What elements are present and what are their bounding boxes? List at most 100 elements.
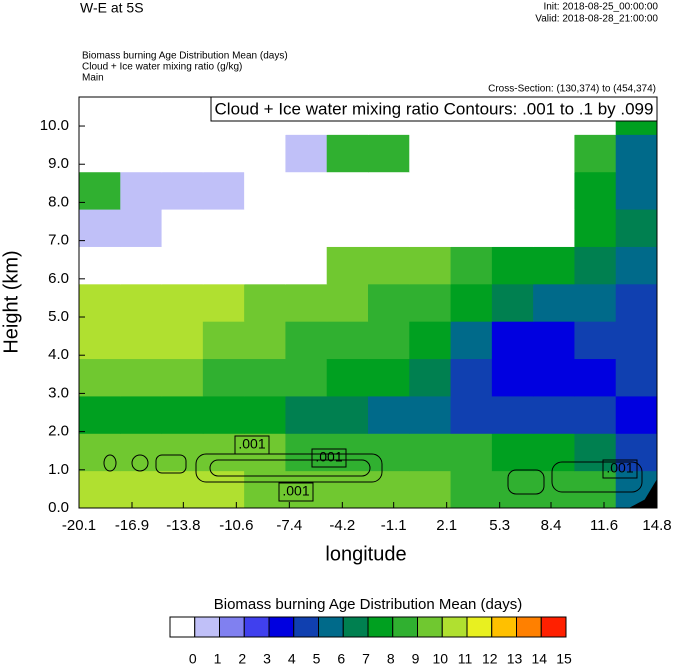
field-cell xyxy=(450,134,493,173)
field-cell xyxy=(326,171,369,210)
contour-legend: Cloud + Ice water mixing ratio Contours:… xyxy=(215,99,654,118)
field-cell xyxy=(574,395,617,434)
field-cell xyxy=(285,209,328,247)
field-cell xyxy=(79,283,121,322)
field-cell xyxy=(409,395,452,434)
field-cell xyxy=(533,209,575,247)
colorbar-box xyxy=(417,616,443,638)
field-cell xyxy=(244,358,286,397)
colorbar-label: 5 xyxy=(313,651,321,667)
colorbar-box xyxy=(243,616,270,638)
y-tick-label: 5.0 xyxy=(48,308,69,325)
field-cell xyxy=(409,321,452,360)
field-cell xyxy=(79,97,121,135)
field-cell xyxy=(368,395,410,434)
field-cell xyxy=(615,283,658,322)
field-cell xyxy=(574,470,617,509)
colorbar-box xyxy=(194,616,220,638)
field-cell xyxy=(533,433,575,472)
field-cell xyxy=(79,433,121,472)
field-cell xyxy=(285,134,328,173)
field-cell xyxy=(450,246,493,285)
field-cell xyxy=(615,171,658,210)
field-cell xyxy=(409,358,452,397)
field-cell xyxy=(244,209,286,247)
colorbar-label: 11 xyxy=(458,651,473,667)
field-cell xyxy=(533,134,575,173)
field-cell xyxy=(533,171,575,210)
field-cell xyxy=(491,433,534,472)
y-axis-label: Height (km) xyxy=(0,250,22,353)
field-cell xyxy=(450,470,493,509)
contour xyxy=(131,454,149,472)
field-cell xyxy=(491,358,534,397)
field-cell xyxy=(161,209,204,247)
colorbar-box xyxy=(318,616,344,638)
field-cell xyxy=(244,134,286,173)
field-cell xyxy=(574,134,617,173)
field-cell xyxy=(326,470,369,509)
colorbar-label: 1 xyxy=(214,651,222,667)
field-cell xyxy=(202,433,245,472)
colorbar-label: 4 xyxy=(288,651,296,667)
x-tick-label: -10.6 xyxy=(219,517,253,534)
field-cell xyxy=(615,246,658,285)
field-cell xyxy=(368,321,410,360)
field-cell xyxy=(79,134,121,173)
field-cell xyxy=(368,358,410,397)
colorbar-box xyxy=(516,616,542,638)
field-cell xyxy=(285,283,328,322)
colorbar-box xyxy=(392,616,418,638)
contour-label: .001 xyxy=(238,436,265,452)
field-cell xyxy=(161,433,204,472)
field-cell xyxy=(285,246,328,285)
chart-title: W-E at 5S xyxy=(80,0,144,16)
colorbar-box xyxy=(540,616,567,638)
field-cell xyxy=(326,358,369,397)
contour-label: .001 xyxy=(282,483,309,499)
y-tick-label: 4.0 xyxy=(48,346,69,363)
legend-box xyxy=(210,96,658,122)
field-cell xyxy=(161,134,204,173)
field-cell xyxy=(491,321,534,360)
valid-time: Valid: 2018-08-28_21:00:00 xyxy=(535,14,658,25)
field-cell xyxy=(409,246,452,285)
contour xyxy=(507,469,545,495)
field-cell xyxy=(202,321,245,360)
field-cell xyxy=(79,395,121,434)
y-tick-label: 10.0 xyxy=(40,117,69,134)
field-cell xyxy=(285,171,328,210)
field-cell xyxy=(79,246,121,285)
field-cell xyxy=(574,321,617,360)
field-cell xyxy=(533,321,575,360)
x-tick-label: -1.1 xyxy=(381,517,407,534)
field xyxy=(79,97,658,509)
field-cell xyxy=(161,470,204,509)
field-cell xyxy=(202,171,245,210)
field-cell xyxy=(533,470,575,509)
field-cell xyxy=(79,358,121,397)
field-cell xyxy=(574,433,617,472)
field-cell xyxy=(244,433,286,472)
field-cell xyxy=(409,283,452,322)
field-cell xyxy=(120,358,163,397)
contours xyxy=(103,453,658,509)
contour xyxy=(195,453,383,483)
contour-label-box xyxy=(234,435,270,455)
field-cell xyxy=(326,283,369,322)
field-cell xyxy=(120,246,163,285)
colorbar-label: 10 xyxy=(432,651,448,667)
field-cell xyxy=(491,134,534,173)
contour xyxy=(155,454,187,474)
field-cell xyxy=(79,209,121,247)
y-tick-label: 1.0 xyxy=(48,461,69,478)
field-cell xyxy=(285,433,328,472)
field-cell xyxy=(326,134,369,173)
field-cell xyxy=(450,433,493,472)
field-cell xyxy=(161,246,204,285)
field-cell xyxy=(326,246,369,285)
y-tick-label: 2.0 xyxy=(48,423,69,440)
y-tick-label: 9.0 xyxy=(48,155,69,172)
field-cell xyxy=(161,97,204,135)
field-cell xyxy=(326,209,369,247)
